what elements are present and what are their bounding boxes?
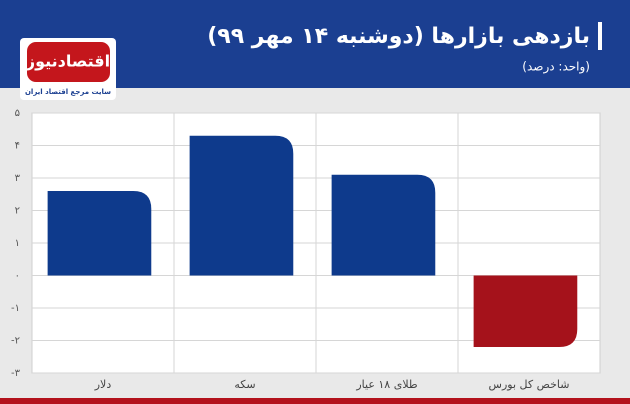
y-tick-label: ۲ [15, 206, 20, 217]
logo-name: اقتصادنیوز [25, 52, 110, 71]
logo-badge [27, 42, 110, 82]
chart-subtitle: (واحد: درصد) [522, 60, 590, 75]
title-marker [598, 22, 602, 50]
x-tick-label: دلار [94, 378, 112, 391]
footer-stripe [0, 398, 630, 404]
x-tick-label: طلای ۱۸ عیار [355, 378, 418, 391]
y-tick-label: -۲ [11, 336, 20, 347]
y-tick-label: ۰ [15, 271, 20, 282]
bar [47, 191, 152, 276]
y-tick-label: ۵ [15, 108, 20, 119]
chart-title: بازدهی بازارها (دوشنبه ۱۴ مهر ۹۹) [207, 24, 590, 49]
x-tick-label: شاخص کل بورس [489, 378, 570, 391]
y-tick-label: -۳ [11, 368, 21, 379]
bar [473, 275, 578, 347]
y-tick-label: ۴ [15, 141, 20, 152]
bar [189, 135, 294, 276]
y-tick-label: -۱ [11, 303, 20, 314]
y-tick-label: ۳ [15, 173, 21, 184]
logo-tagline: سایت مرجع اقتصاد ایران [25, 88, 111, 96]
x-tick-label: سکه [234, 378, 255, 391]
y-tick-label: ۱ [15, 238, 20, 249]
bar [331, 174, 436, 276]
